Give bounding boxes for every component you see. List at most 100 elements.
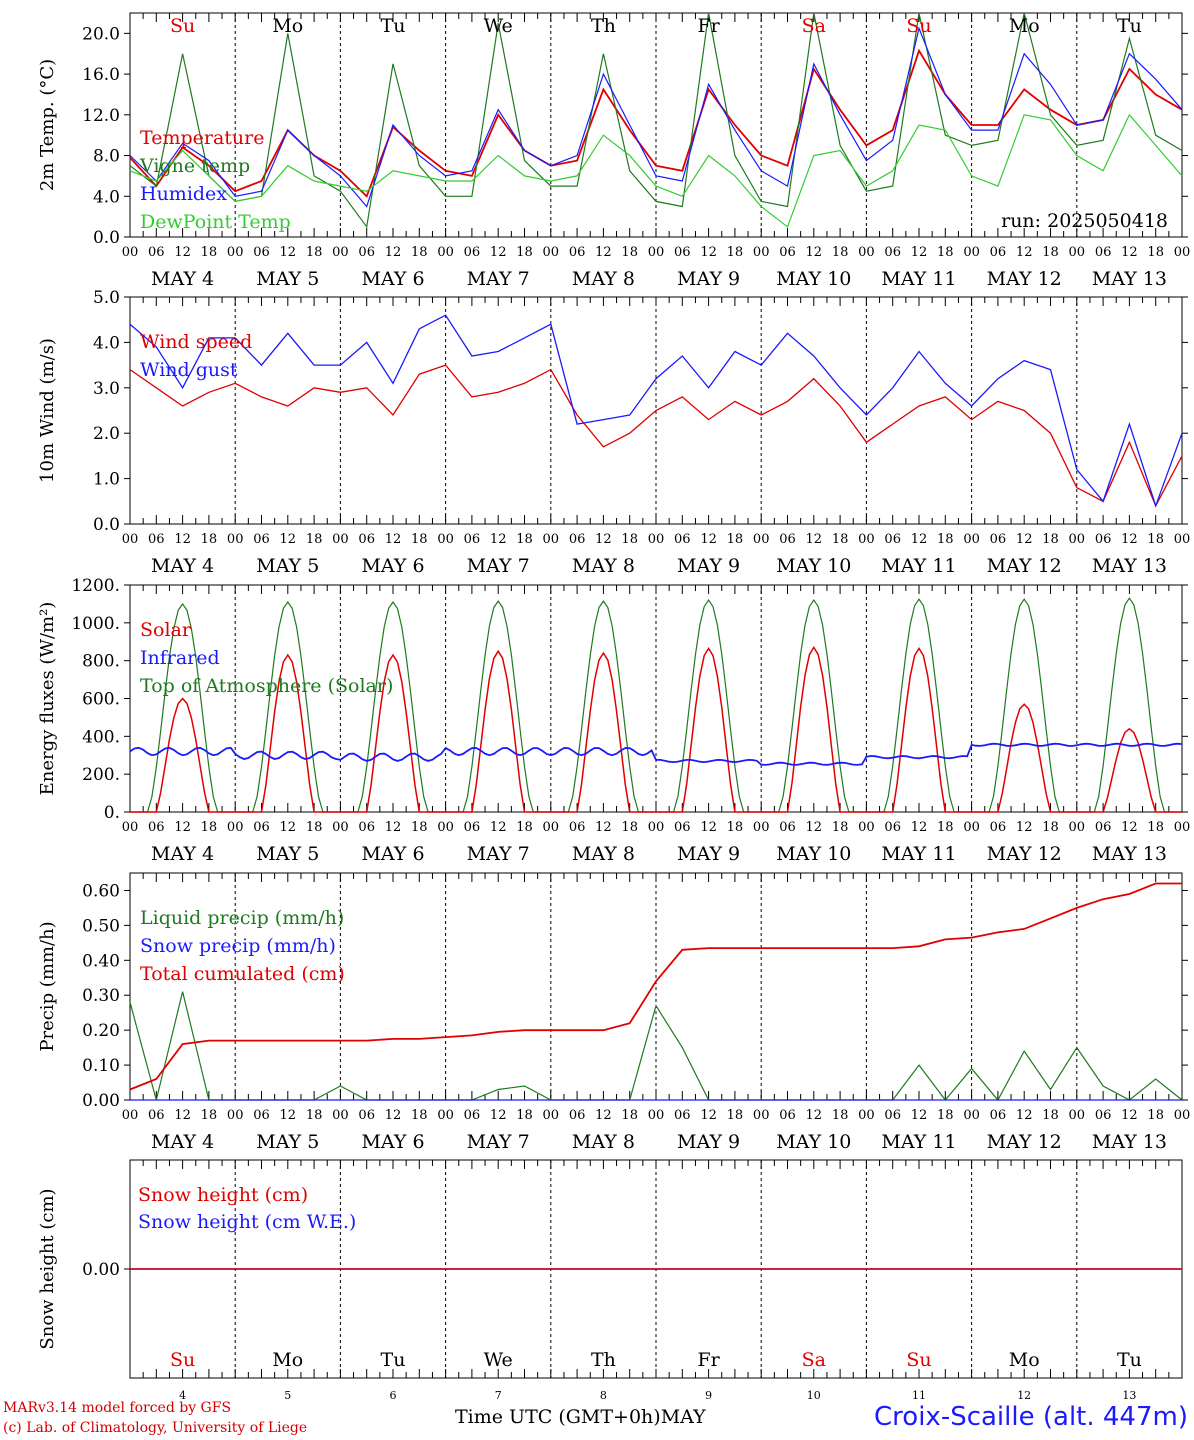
hour-tick-label: 12 <box>490 820 507 835</box>
day-label: MAY 6 <box>361 1131 424 1153</box>
hour-tick-label: 18 <box>516 1108 533 1123</box>
hour-tick-label: 18 <box>727 1108 744 1123</box>
day-label: MAY 4 <box>151 843 214 865</box>
y-tick-label: 16.0 <box>82 65 120 85</box>
hour-tick-label: 18 <box>937 532 954 547</box>
y-tick-label: 4.0 <box>93 187 120 207</box>
hour-tick-label: 18 <box>1147 1108 1164 1123</box>
hour-tick-label: 18 <box>727 532 744 547</box>
hour-tick-label: 18 <box>201 532 218 547</box>
weekday-label: Fr <box>697 15 720 37</box>
y-tick-label: 400. <box>82 727 120 747</box>
hour-tick-label: 06 <box>148 245 165 260</box>
lab-credit: (c) Lab. of Climatology, University of L… <box>3 1420 308 1436</box>
day-label: MAY 10 <box>776 1131 851 1153</box>
day-label: MAY 7 <box>467 1131 530 1153</box>
y-tick-label: 0. <box>104 803 120 823</box>
y-tick-label: 5.0 <box>93 288 120 308</box>
day-label: MAY 9 <box>677 1131 740 1153</box>
y-tick-label: 0.50 <box>82 916 120 936</box>
hour-tick-label: 12 <box>1121 820 1138 835</box>
hour-tick-label: 06 <box>358 245 375 260</box>
y-axis-label: 2m Temp. (°C) <box>37 59 58 191</box>
hour-tick-label: 00 <box>858 245 875 260</box>
hour-tick-label: 00 <box>648 1108 665 1123</box>
weekday-label: Th <box>591 1349 616 1371</box>
day-label: MAY 4 <box>151 555 214 577</box>
y-tick-label: 0.40 <box>82 951 120 971</box>
y-tick-label: 8.0 <box>93 147 120 167</box>
hour-tick-label: 06 <box>674 820 691 835</box>
hour-tick-label: 06 <box>569 1108 586 1123</box>
day-label: MAY 9 <box>677 843 740 865</box>
hour-tick-label: 06 <box>148 532 165 547</box>
legend-entry: Snow height (cm) <box>138 1184 308 1206</box>
hour-tick-label: 00 <box>543 1108 560 1123</box>
panel-frame <box>124 296 1188 525</box>
hour-tick-label: 00 <box>963 820 980 835</box>
hour-tick-label: 06 <box>779 820 796 835</box>
hour-tick-label: 12 <box>174 532 191 547</box>
hour-tick-label: 06 <box>990 245 1007 260</box>
legend-entry: Solar <box>140 619 192 641</box>
hour-tick-label: 00 <box>122 820 139 835</box>
y-tick-label: 1000. <box>71 614 120 634</box>
hour-tick-label: 18 <box>1147 820 1164 835</box>
hour-tick-label: 06 <box>358 1108 375 1123</box>
hour-tick-label: 00 <box>648 532 665 547</box>
hour-tick-label: 12 <box>174 245 191 260</box>
hour-tick-label: 12 <box>806 820 823 835</box>
hour-tick-label: 06 <box>990 820 1007 835</box>
weekday-label: Tu <box>381 1349 406 1371</box>
day-label: MAY 6 <box>361 843 424 865</box>
hour-tick-label: 12 <box>700 532 717 547</box>
hour-tick-label: 18 <box>411 820 428 835</box>
time-axis-title: Time UTC (GMT+0h)MAY <box>455 1406 706 1428</box>
day-number-label: 6 <box>390 1389 397 1402</box>
hour-tick-label: 00 <box>753 532 770 547</box>
hour-tick-label: 18 <box>937 245 954 260</box>
hour-tick-label: 12 <box>385 245 402 260</box>
hour-tick-label: 00 <box>1069 1108 1086 1123</box>
y-axis-label: Energy fluxes (W/m²) <box>37 602 58 796</box>
hour-tick-label: 12 <box>280 820 297 835</box>
hour-tick-label: 18 <box>832 820 849 835</box>
hour-tick-label: 06 <box>253 820 270 835</box>
series-line-wind-speed <box>129 364 1183 508</box>
hour-tick-label: 18 <box>1147 532 1164 547</box>
weekday-label: Tu <box>1117 15 1142 37</box>
hour-tick-label: 06 <box>990 532 1007 547</box>
hour-tick-label: 12 <box>385 1108 402 1123</box>
day-label: MAY 13 <box>1092 555 1167 577</box>
hour-tick-label: 06 <box>464 532 481 547</box>
hour-tick-label: 00 <box>227 820 244 835</box>
hour-tick-label: 06 <box>884 532 901 547</box>
hour-tick-label: 18 <box>727 245 744 260</box>
hour-tick-label: 12 <box>595 820 612 835</box>
y-tick-label: 1200. <box>71 576 120 596</box>
hour-tick-label: 00 <box>963 1108 980 1123</box>
hour-tick-label: 00 <box>543 245 560 260</box>
hour-tick-label: 12 <box>280 532 297 547</box>
hour-tick-label: 12 <box>911 532 928 547</box>
hour-tick-label: 12 <box>595 1108 612 1123</box>
hour-tick-label: 18 <box>201 245 218 260</box>
hour-tick-label: 00 <box>437 245 454 260</box>
day-label: MAY 9 <box>677 555 740 577</box>
hour-tick-label: 12 <box>1121 532 1138 547</box>
hour-tick-label: 00 <box>858 1108 875 1123</box>
legend-entry: Infrared <box>140 647 220 669</box>
hour-tick-label: 12 <box>911 245 928 260</box>
legend-entry: Vigne temp <box>139 155 250 177</box>
day-label: MAY 12 <box>987 555 1062 577</box>
hour-tick-label: 00 <box>963 532 980 547</box>
y-tick-label: 200. <box>82 765 120 785</box>
hour-tick-label: 18 <box>1042 532 1059 547</box>
weekday-label: Mo <box>272 1349 303 1371</box>
station-name: Croix-Scaille (alt. 447m) <box>874 1402 1188 1432</box>
hour-tick-label: 06 <box>674 245 691 260</box>
weekday-label: Mo <box>1009 1349 1040 1371</box>
hour-tick-label: 00 <box>1069 532 1086 547</box>
weekday-label: Su <box>170 15 195 37</box>
hour-tick-label: 12 <box>280 1108 297 1123</box>
